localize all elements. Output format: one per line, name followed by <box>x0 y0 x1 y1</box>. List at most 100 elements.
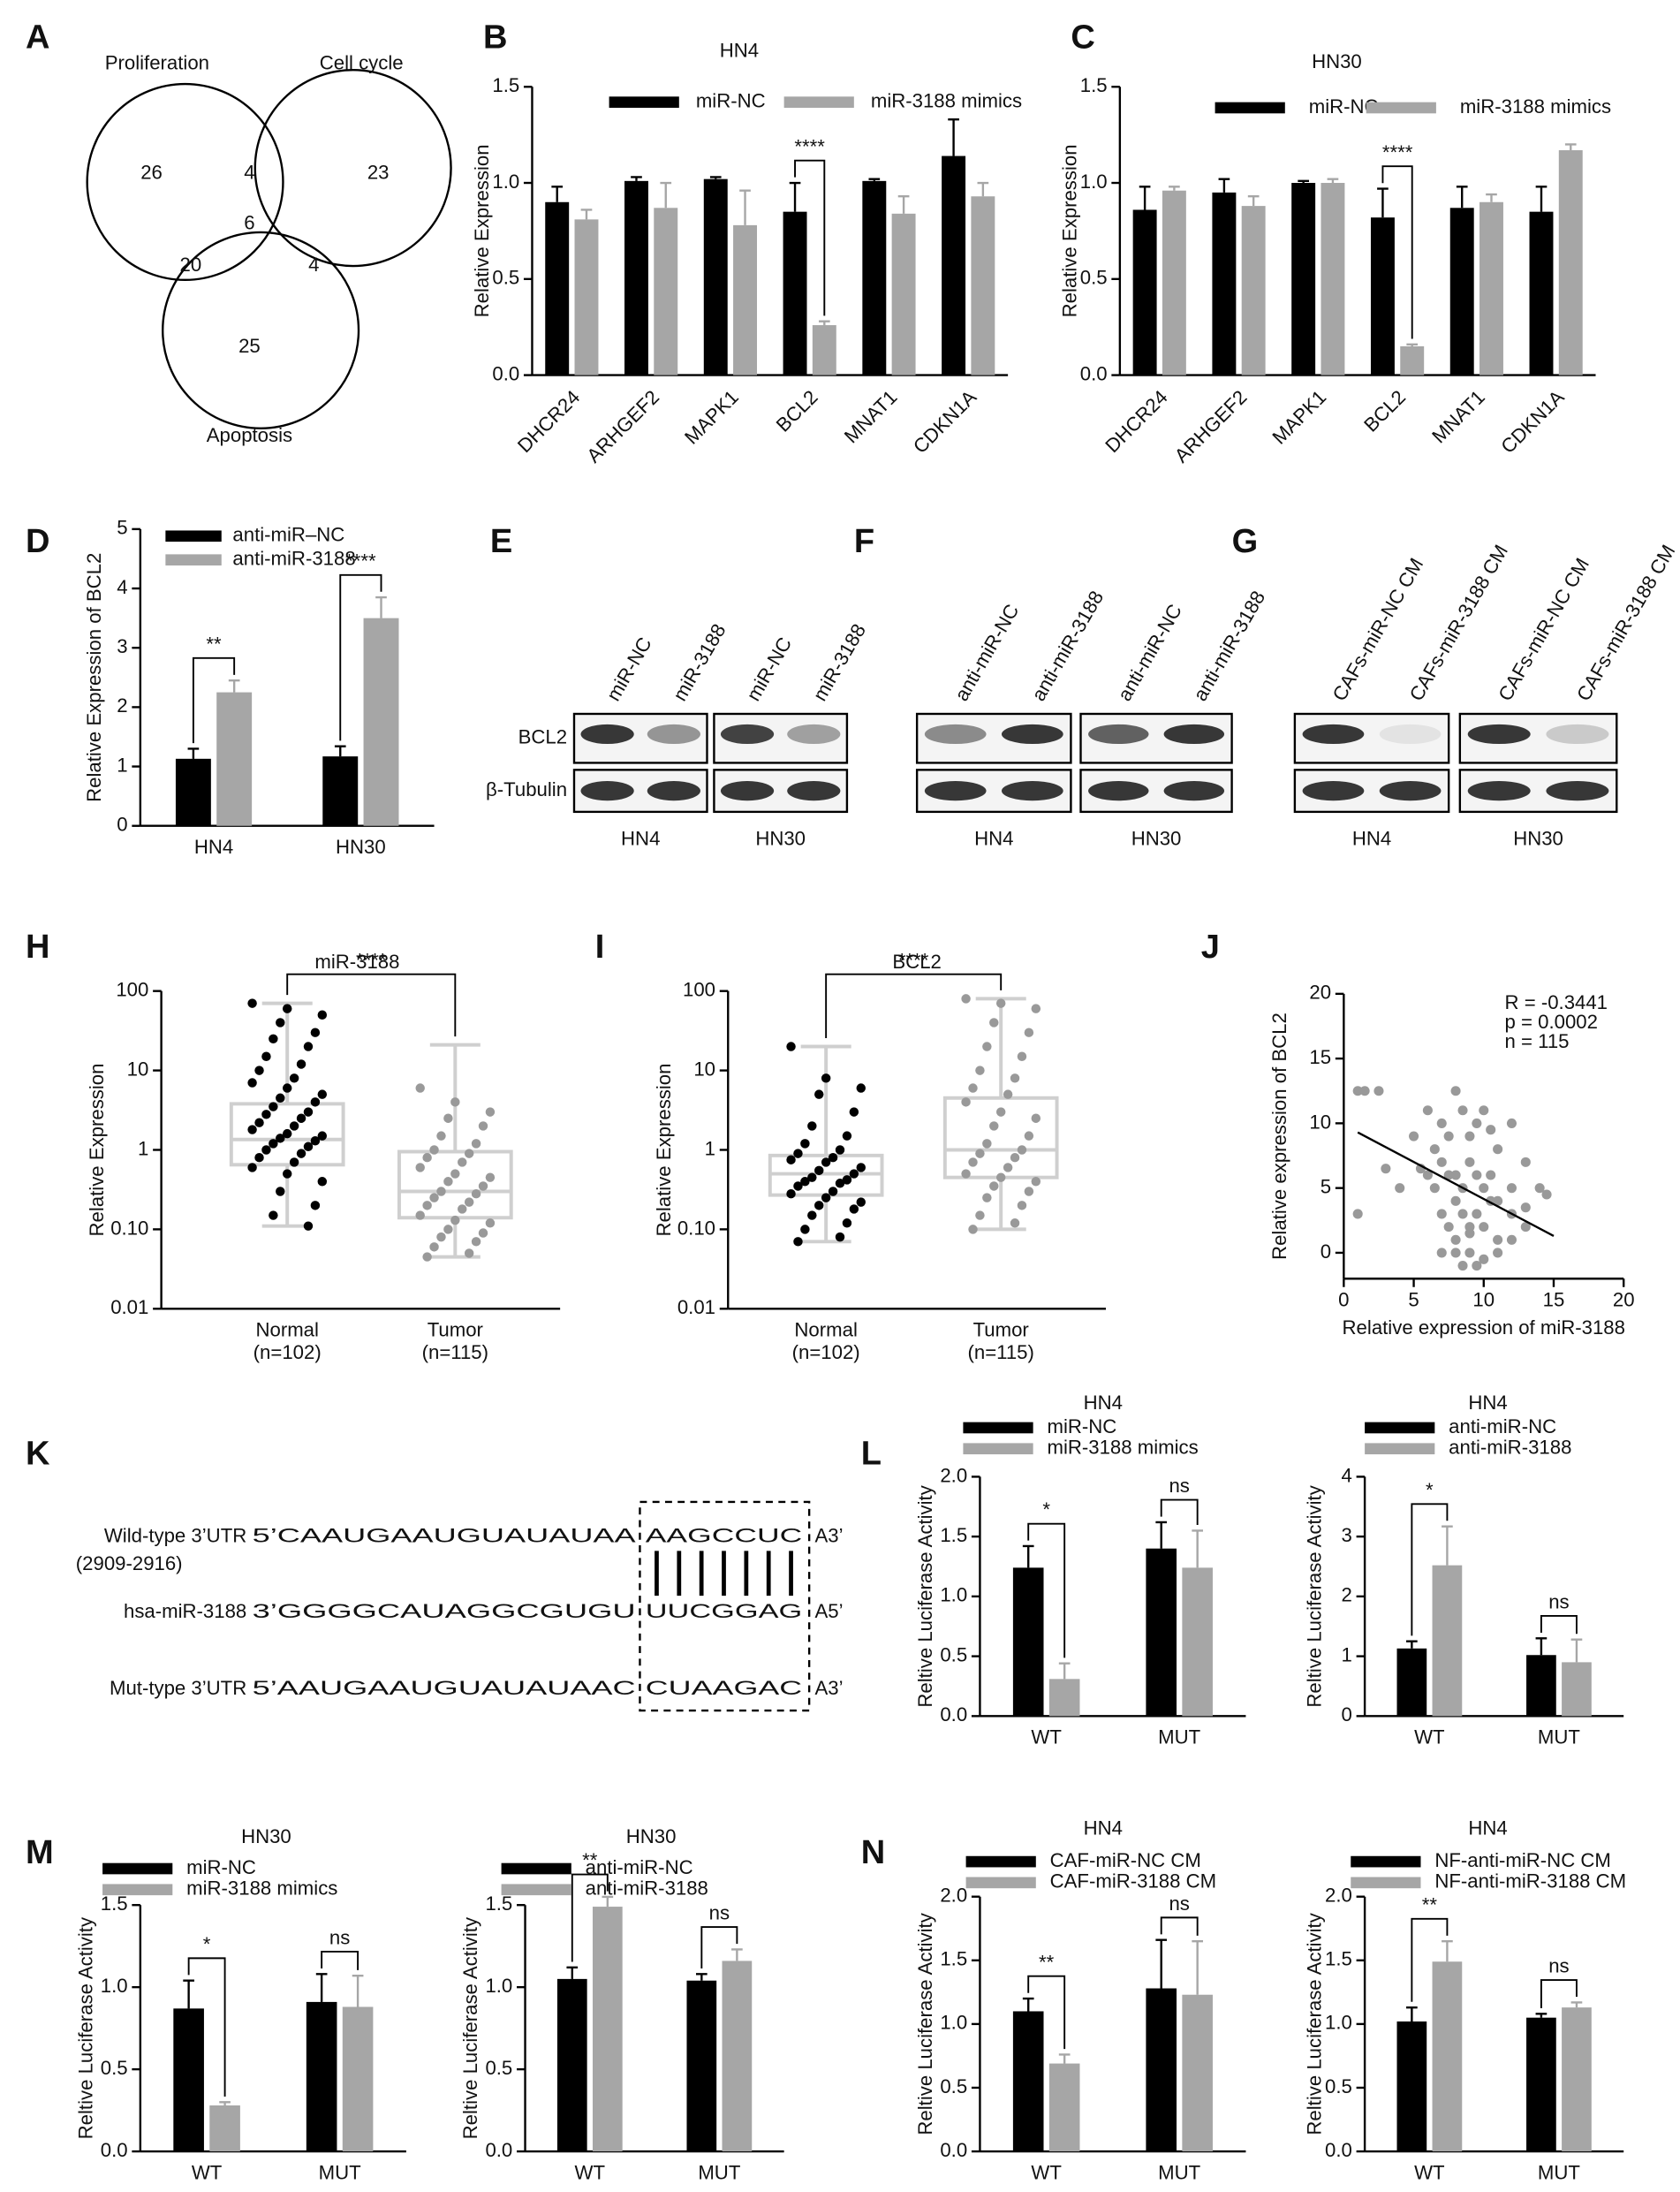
panel-letter: H <box>26 929 49 966</box>
sequence-end: A3’ <box>814 1677 843 1699</box>
y-tick-label: 0.0 <box>1325 2139 1352 2161</box>
legend-swatch <box>102 1884 173 1896</box>
error-bar <box>1535 1637 1548 1656</box>
data-point <box>443 1113 453 1123</box>
y-tick-label: 1.0 <box>940 1584 967 1606</box>
legend-label: anti-miR-NC <box>1449 1415 1556 1437</box>
error-bar <box>1022 1544 1034 1568</box>
y-tick-label: 1 <box>705 1137 715 1159</box>
y-tick-label: 10 <box>693 1058 715 1080</box>
y-tick-label: 1 <box>117 754 127 776</box>
y-tick-label: 0.5 <box>1325 2075 1352 2097</box>
chart-title: miR-3188 <box>314 951 399 973</box>
data-point <box>1395 1183 1405 1194</box>
error-bar <box>1564 143 1577 151</box>
data-point <box>1003 1163 1013 1172</box>
error-bar <box>352 1974 364 2007</box>
significance-bracket <box>321 1950 359 1970</box>
panel-letter: N <box>861 1834 885 1871</box>
error-bar <box>818 320 830 326</box>
significance-bracket <box>825 973 1003 1039</box>
x-tick-label: 20 <box>1613 1288 1635 1310</box>
panel-letter: I <box>595 929 605 966</box>
y-tick-label: 0.5 <box>101 2057 128 2079</box>
error-bar <box>1442 1525 1453 1566</box>
data-point <box>975 1066 985 1075</box>
data-point <box>961 1169 971 1179</box>
error-bar <box>868 178 881 181</box>
data-point <box>458 1204 467 1214</box>
data-point <box>269 1102 278 1111</box>
y-tick-label: 1.5 <box>492 74 519 96</box>
data-point <box>828 1187 838 1196</box>
data-point <box>1409 1131 1419 1142</box>
panel-letter: L <box>861 1436 882 1473</box>
x-tick-label: Normal <box>255 1319 318 1341</box>
bar <box>703 178 728 375</box>
y-tick-label: 0.10 <box>110 1217 148 1239</box>
data-point <box>471 1139 481 1149</box>
legend-label: anti-miR-3188 <box>1449 1437 1571 1459</box>
chart-title: HN30 <box>1312 50 1362 72</box>
y-tick-label: 0.10 <box>677 1217 715 1239</box>
bar <box>1396 2021 1427 2152</box>
binding-site: CUAAGAC <box>646 1677 802 1699</box>
chart-title: HN4 <box>1084 1392 1123 1414</box>
y-tick-label: 20 <box>1309 982 1331 1004</box>
data-point <box>450 1215 460 1225</box>
x-tick-label: WT <box>1414 1726 1445 1748</box>
bar <box>342 2006 374 2152</box>
data-point <box>849 1107 859 1117</box>
data-point <box>1457 1105 1468 1116</box>
data-point <box>793 1237 803 1247</box>
y-tick-label: 0.0 <box>940 2139 967 2161</box>
legend-label: anti-miR-NC <box>586 1856 693 1878</box>
error-bar <box>1456 186 1468 209</box>
legend-swatch <box>1351 1877 1421 1889</box>
data-point <box>1472 1170 1482 1180</box>
error-bar <box>551 186 564 202</box>
legend-swatch <box>965 1877 1036 1889</box>
bar <box>971 196 995 375</box>
y-tick-label: 4 <box>117 576 127 598</box>
data-point <box>1541 1189 1552 1200</box>
bar <box>592 1907 623 2152</box>
data-point <box>1493 1248 1503 1258</box>
significance-label: ** <box>206 633 222 655</box>
bar <box>1526 2017 1556 2152</box>
significance-label: **** <box>1382 141 1413 163</box>
y-tick-label: 1.5 <box>101 1892 128 1915</box>
data-point <box>276 1134 285 1143</box>
bar <box>1400 345 1425 375</box>
y-axis-label: Relative Expression <box>653 1064 675 1237</box>
y-tick-label: 0.5 <box>1080 267 1108 289</box>
data-point <box>261 1145 271 1155</box>
y-tick-label: 10 <box>127 1058 149 1080</box>
data-point <box>1486 1170 1496 1180</box>
bar <box>812 325 836 375</box>
data-point <box>478 1181 488 1191</box>
data-point <box>821 1073 831 1083</box>
data-point <box>1017 1201 1027 1210</box>
significance-label: **** <box>794 135 825 157</box>
bar <box>216 692 253 826</box>
significance-bracket <box>700 1926 738 1968</box>
data-point <box>807 1172 817 1182</box>
error-bar <box>695 1973 708 1981</box>
data-point <box>1422 1105 1433 1116</box>
significance-bracket <box>1160 1498 1199 1526</box>
bar <box>1162 190 1186 375</box>
data-point <box>1464 1228 1475 1239</box>
data-point <box>1352 1086 1363 1096</box>
y-tick-label: 0.0 <box>940 1703 967 1726</box>
y-tick-label: 100 <box>116 979 148 1001</box>
legend-label: CAF-miR-NC CM <box>1050 1849 1201 1871</box>
sequence: 3’GGGGCAUAGGCGUGU <box>253 1600 636 1622</box>
significance-bracket <box>1540 1979 1578 2009</box>
legend-swatch <box>965 1855 1036 1868</box>
bar <box>1012 1567 1044 1717</box>
data-point <box>303 1042 314 1051</box>
y-axis-label: Reltive Luciferase Activity <box>914 1912 936 2135</box>
error-bar <box>1327 178 1339 184</box>
